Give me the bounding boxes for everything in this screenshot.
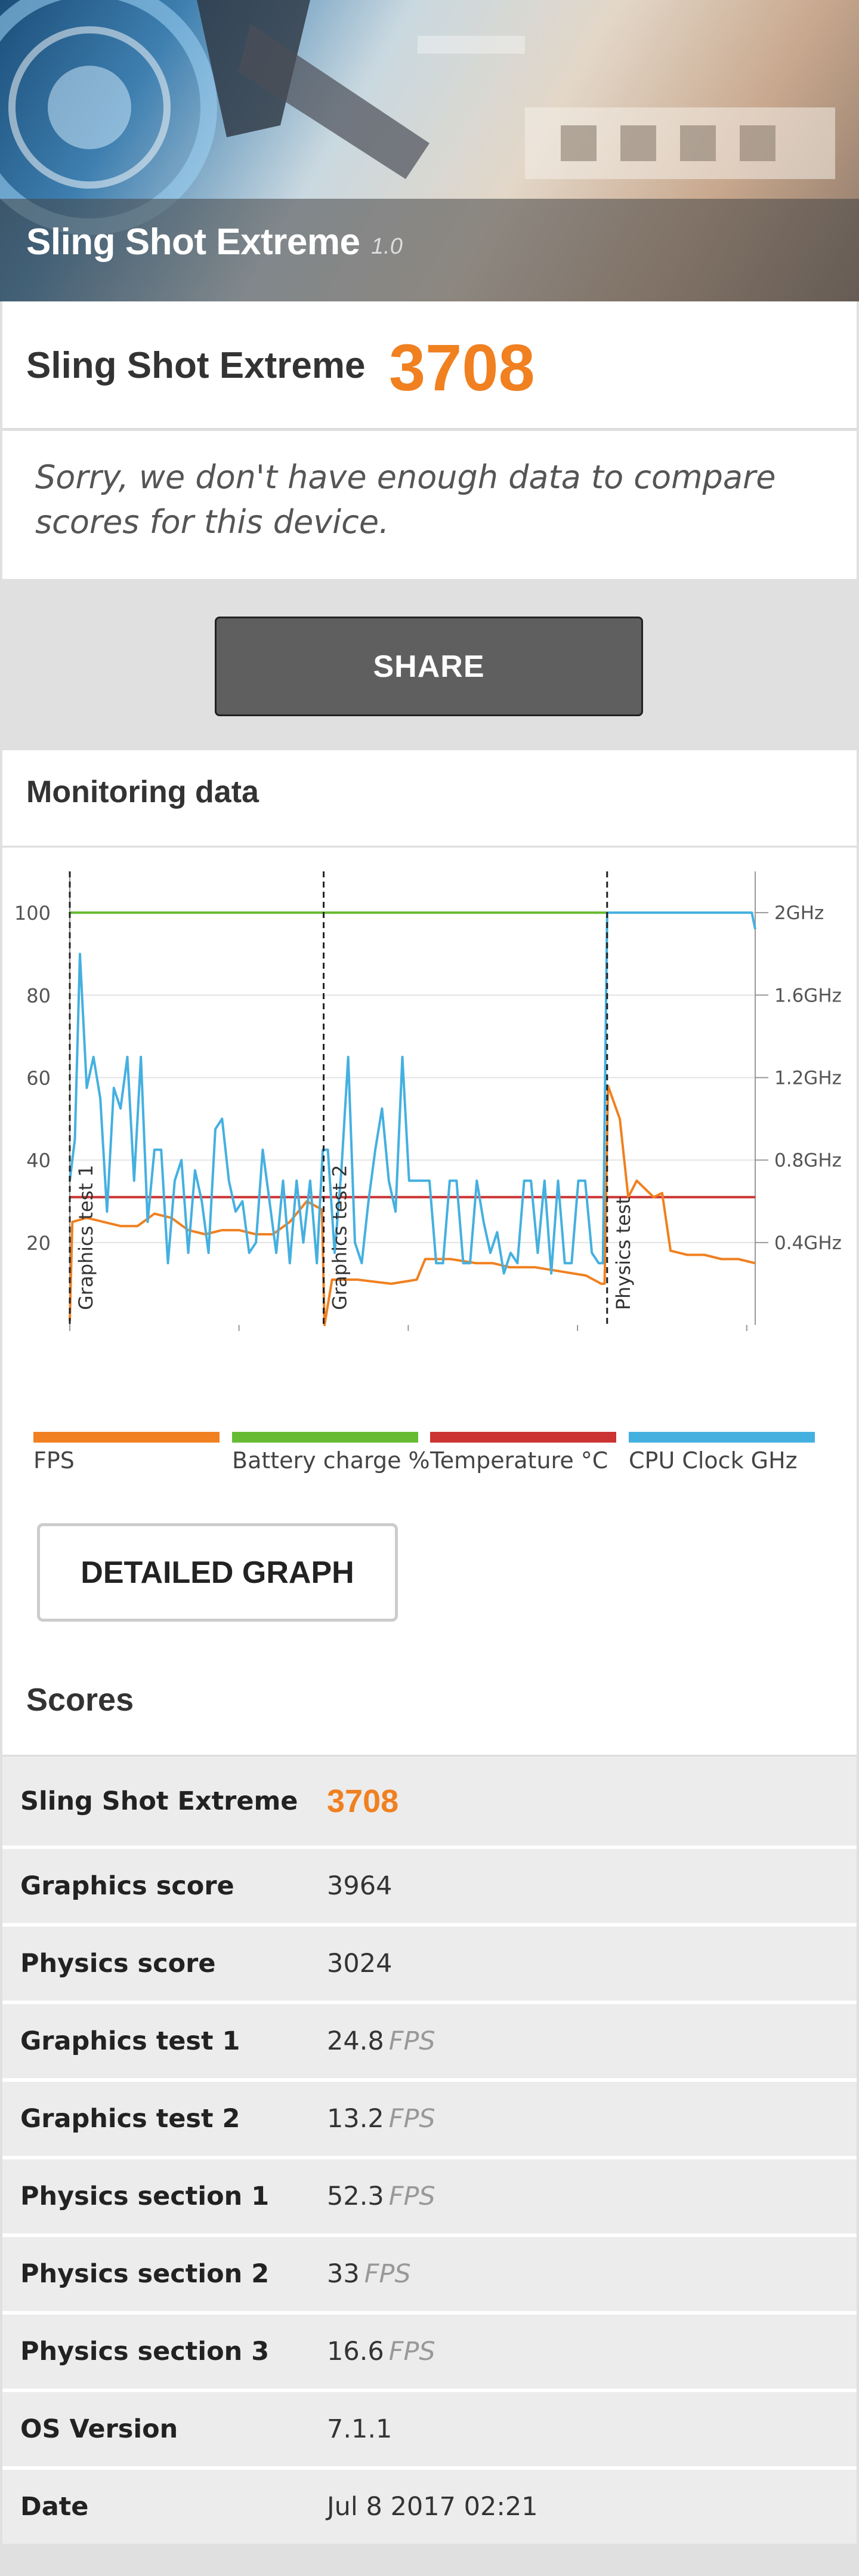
y-tick-label: 100 — [14, 902, 51, 925]
row-value: 3964 — [327, 1871, 392, 1901]
value-text: 3708 — [327, 1783, 399, 1819]
value-text: 24.8 — [327, 2026, 384, 2056]
value-text: Jul 8 2017 02:21 — [327, 2492, 538, 2522]
y-right-tick-label: 1.2GHz — [774, 1067, 842, 1089]
table-row: Physics section 1 52.3 FPS — [2, 2156, 857, 2233]
legend-swatch — [629, 1432, 815, 1443]
divider — [2, 846, 857, 848]
row-label: Physics score — [20, 1949, 216, 1979]
legend-battery: Battery charge % — [232, 1432, 430, 1474]
table-row: Sling Shot Extreme 3708 — [2, 1755, 857, 1845]
value-text: 16.6 — [327, 2337, 384, 2367]
y-right-tick-label: 2GHz — [774, 902, 824, 924]
value-text: 3964 — [327, 1871, 393, 1901]
row-value: 13.2 FPS — [327, 2104, 435, 2134]
row-label: Physics section 3 — [20, 2337, 270, 2367]
overall-score: 3708 — [389, 331, 535, 405]
table-row: Graphics test 1 24.8 FPS — [2, 2001, 857, 2078]
score-header: Sling Shot Extreme 3708 — [2, 301, 857, 430]
value-text: 13.2 — [327, 2104, 384, 2134]
monitoring-chart: 204060801000.4GHz0.8GHz1.2GHz1.6GHz2GHz0… — [14, 871, 842, 1331]
row-label: Sling Shot Extreme — [20, 1786, 298, 1816]
legend-fps: FPS — [33, 1432, 220, 1474]
y-tick-label: 20 — [26, 1232, 51, 1255]
y-right-tick-label: 1.6GHz — [774, 985, 842, 1006]
legend-label: FPS — [33, 1447, 75, 1474]
scores-table: Sling Shot Extreme 3708 Graphics score 3… — [2, 1755, 857, 2544]
series-line — [69, 911, 756, 1275]
monitoring-title: Monitoring data — [26, 775, 259, 809]
unit-label: FPS — [388, 2181, 435, 2211]
row-label: Graphics test 1 — [20, 2026, 240, 2056]
y-right-tick-label: 0.4GHz — [774, 1232, 842, 1254]
legend-temperature: Temperature °C — [430, 1432, 616, 1474]
row-value: 33 FPS — [327, 2259, 411, 2289]
benchmark-name: Sling Shot Extreme — [26, 345, 366, 386]
legend-swatch — [232, 1432, 418, 1443]
test-marker-label: Physics test — [612, 1197, 635, 1310]
row-value: 7.1.1 — [327, 2414, 392, 2444]
scores-title: Scores — [26, 1682, 134, 1718]
row-value: 24.8 FPS — [327, 2026, 435, 2056]
row-label: Date — [20, 2492, 89, 2522]
table-row: Physics score 3024 — [2, 1923, 857, 2001]
row-value: Jul 8 2017 02:21 — [327, 2492, 538, 2522]
row-label: Physics section 1 — [20, 2181, 270, 2211]
y-tick-label: 60 — [26, 1067, 51, 1089]
row-label: OS Version — [20, 2414, 178, 2444]
legend-cpu-clock: CPU Clock GHz — [629, 1432, 815, 1474]
legend-swatch — [430, 1432, 616, 1443]
y-right-tick-label: 0.8GHz — [774, 1150, 842, 1172]
unit-label: FPS — [388, 2104, 435, 2134]
hero-banner: Sling Shot Extreme 1.0 — [0, 0, 859, 301]
compare-notice: Sorry, we don't have enough data to comp… — [2, 431, 857, 579]
legend-label: CPU Clock GHz — [629, 1447, 798, 1474]
table-row: Graphics score 3964 — [2, 1845, 857, 1923]
hero-artwork — [0, 0, 835, 235]
row-value: 3024 — [327, 1949, 392, 1979]
table-row: Physics section 2 33 FPS — [2, 2233, 857, 2311]
row-value: 52.3 FPS — [327, 2181, 435, 2211]
row-label: Graphics score — [20, 1871, 234, 1901]
value-text: 7.1.1 — [327, 2414, 393, 2444]
unit-label: FPS — [388, 2337, 435, 2367]
table-row: Physics section 3 16.6 FPS — [2, 2311, 857, 2389]
table-row: Graphics test 2 13.2 FPS — [2, 2078, 857, 2156]
y-tick-label: 40 — [26, 1150, 51, 1172]
row-value: 16.6 FPS — [327, 2337, 435, 2367]
hero-title-band — [0, 199, 859, 301]
test-marker-label: Graphics test 1 — [75, 1165, 97, 1310]
unit-label: FPS — [364, 2259, 411, 2289]
monitoring-card: Monitoring data 20 40 60 80 100 0.4GHz 0.8GHz 1… — [2, 750, 857, 1756]
table-row: Date Jul 8 2017 02:21 — [2, 2466, 857, 2544]
hero-title: Sling Shot Extreme — [26, 221, 360, 263]
hero-version: 1.0 — [371, 234, 403, 259]
legend-label: Temperature °C — [430, 1447, 608, 1474]
y-tick-label: 80 — [26, 984, 51, 1007]
value-text: 3024 — [327, 1949, 393, 1979]
value-text: 52.3 — [327, 2181, 384, 2211]
row-label: Physics section 2 — [20, 2259, 270, 2289]
legend-label: Battery charge % — [232, 1447, 430, 1474]
row-value: 3708 — [327, 1783, 398, 1820]
test-marker-label: Graphics test 2 — [329, 1165, 351, 1310]
share-button[interactable]: SHARE — [215, 617, 643, 716]
unit-label: FPS — [388, 2026, 435, 2056]
legend-swatch — [33, 1432, 220, 1443]
row-label: Graphics test 2 — [20, 2104, 240, 2134]
compare-notice-text: Sorry, we don't have enough data to comp… — [35, 458, 776, 541]
series-line — [69, 1084, 756, 1326]
table-row: OS Version 7.1.1 — [2, 2389, 857, 2466]
value-text: 33 — [327, 2259, 360, 2289]
detailed-graph-button[interactable]: DETAILED GRAPH — [37, 1523, 398, 1622]
